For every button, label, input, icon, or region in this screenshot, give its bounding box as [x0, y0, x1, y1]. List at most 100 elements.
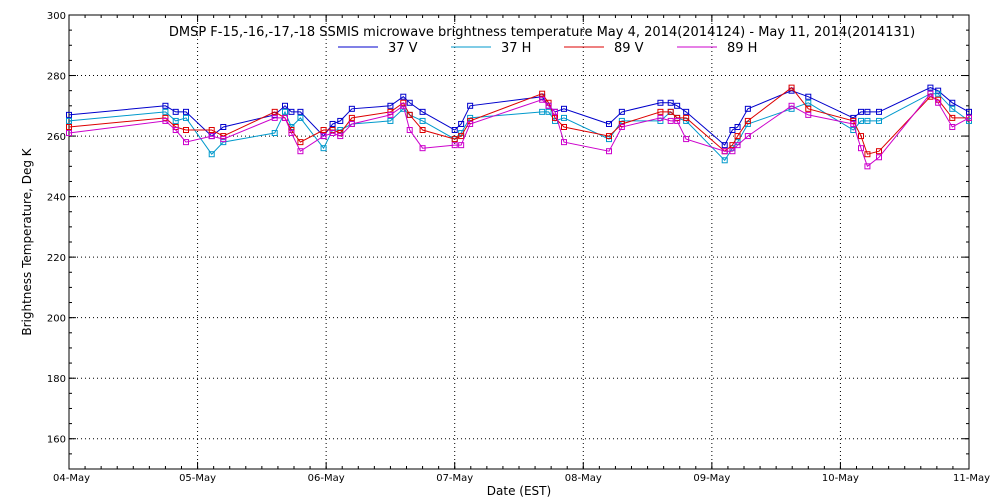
- data-point: [329, 120, 336, 127]
- y-tick-label: 160: [47, 435, 66, 446]
- data-point: [561, 123, 567, 130]
- legend-label: 89 V: [614, 41, 644, 56]
- data-point: [320, 145, 327, 152]
- data-point: [337, 133, 344, 140]
- data-point: [545, 102, 552, 109]
- data-point: [561, 114, 567, 121]
- data-point: [561, 105, 567, 112]
- data-point: [297, 108, 304, 115]
- data-point: [734, 123, 741, 130]
- data-point: [618, 108, 625, 115]
- data-point: [858, 133, 864, 140]
- data-point: [850, 120, 857, 127]
- x-axis-label: Date (EST): [487, 484, 551, 498]
- y-tick-label: 200: [47, 314, 66, 325]
- data-point: [683, 114, 690, 121]
- data-point: [183, 139, 189, 146]
- data-point: [657, 99, 664, 106]
- data-point: [876, 108, 882, 115]
- data-point: [966, 108, 972, 115]
- data-point: [271, 130, 278, 137]
- data-point: [387, 117, 394, 124]
- data-point: [935, 87, 942, 94]
- data-point: [674, 102, 681, 109]
- data-point: [864, 117, 871, 124]
- x-tick-label: 08-May: [565, 473, 602, 484]
- data-point: [949, 105, 956, 112]
- data-point: [467, 102, 474, 109]
- data-point: [419, 127, 426, 134]
- series-89-h: [66, 90, 972, 170]
- data-point: [927, 90, 934, 97]
- x-tick-label: 07-May: [436, 473, 473, 484]
- data-point: [208, 151, 215, 158]
- data-point: [927, 84, 934, 91]
- data-point: [282, 114, 288, 121]
- data-point: [66, 123, 72, 130]
- y-tick-label: 180: [47, 374, 66, 385]
- data-point: [561, 139, 567, 146]
- data-point: [271, 108, 278, 115]
- data-point: [208, 127, 215, 134]
- data-point: [406, 99, 413, 106]
- data-point: [329, 130, 336, 137]
- data-point: [744, 117, 751, 124]
- data-point: [297, 148, 304, 155]
- data-point: [657, 108, 664, 115]
- legend-label: 37 V: [388, 41, 418, 56]
- data-point: [271, 114, 278, 121]
- data-point: [552, 114, 558, 121]
- data-point: [220, 123, 227, 130]
- data-point: [406, 127, 413, 134]
- data-point: [721, 157, 728, 164]
- data-point: [348, 114, 355, 121]
- x-tick-label: 09-May: [693, 473, 730, 484]
- data-point: [876, 117, 882, 124]
- data-point: [539, 96, 546, 103]
- data-point: [183, 108, 189, 115]
- data-point: [419, 145, 426, 152]
- x-tick-label: 11-May: [953, 473, 990, 484]
- data-point: [734, 133, 741, 140]
- data-point: [66, 111, 72, 118]
- data-point: [348, 105, 355, 112]
- legend-label: 89 H: [727, 41, 757, 56]
- data-point: [744, 133, 751, 140]
- data-point: [419, 117, 426, 124]
- data-point: [805, 93, 812, 100]
- data-point: [864, 108, 871, 115]
- data-point: [451, 127, 458, 134]
- data-point: [337, 117, 344, 124]
- y-tick-label: 300: [47, 11, 66, 22]
- data-point: [657, 114, 664, 121]
- y-tick-label: 240: [47, 193, 66, 204]
- data-point: [348, 120, 355, 127]
- data-point: [467, 117, 474, 124]
- data-point: [949, 123, 956, 130]
- legend: 37 V 37 H 89 V 89 H: [338, 41, 757, 56]
- data-point: [876, 148, 882, 155]
- data-point: [734, 142, 741, 149]
- data-point: [162, 117, 169, 124]
- data-point: [683, 136, 690, 143]
- data-point: [220, 139, 227, 146]
- data-point: [406, 111, 413, 118]
- data-point: [788, 102, 795, 109]
- data-point: [172, 108, 179, 115]
- data-point: [949, 99, 956, 106]
- data-point: [858, 108, 864, 115]
- chart-title: DMSP F-15,-16,-17,-18 SSMIS microwave br…: [169, 25, 915, 40]
- data-point: [183, 114, 189, 121]
- data-point: [419, 108, 426, 115]
- data-point: [606, 120, 612, 127]
- data-point: [458, 133, 465, 140]
- data-point: [805, 99, 812, 106]
- data-point: [320, 133, 327, 140]
- data-point: [674, 117, 681, 124]
- data-point: [400, 93, 407, 100]
- data-point: [683, 108, 690, 115]
- data-point: [288, 130, 295, 137]
- data-point: [467, 120, 474, 127]
- legend-label: 37 H: [501, 41, 531, 56]
